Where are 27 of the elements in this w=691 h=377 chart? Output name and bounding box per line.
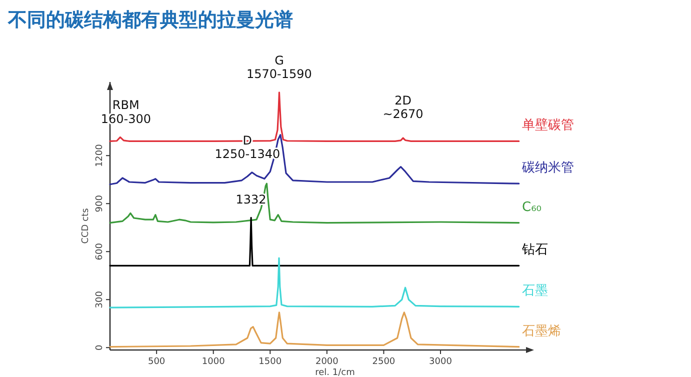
- line-series: [109, 216, 520, 266]
- y-tick-label: 600: [95, 242, 105, 260]
- series-label: 钻石: [521, 242, 548, 258]
- x-tick-label: 2500: [372, 357, 396, 367]
- line-series: [109, 134, 520, 186]
- series-label: C₆₀: [522, 200, 542, 215]
- line-series: [109, 312, 520, 348]
- x-tick-label: 3000: [429, 357, 452, 367]
- series-label: 石墨: [522, 284, 548, 299]
- chart-title: 不同的碳结构都有典型的拉曼光谱: [7, 9, 293, 31]
- annotation: G 1570-1590: [246, 53, 312, 82]
- line-series: [109, 257, 520, 308]
- series-label: 碳纳米管: [521, 160, 574, 176]
- x-tick-label: 1000: [202, 357, 226, 367]
- y-tick-label: 300: [95, 290, 105, 308]
- x-tick-label: 2000: [315, 357, 339, 367]
- series-label: 单壁碳管: [522, 118, 574, 134]
- x-tick-label: 500: [148, 357, 166, 367]
- line-series: [109, 182, 520, 224]
- y-tick-label: 900: [95, 194, 105, 212]
- annotation: 2D ~2670: [382, 93, 424, 122]
- y-axis-title: CCD cts: [81, 208, 91, 244]
- y-tick-label: 1200: [95, 144, 105, 168]
- series-label: 石墨烯: [522, 324, 561, 339]
- x-axis-title: rel. 1/cm: [315, 368, 355, 377]
- x-tick-label: 1500: [258, 357, 282, 367]
- y-tick-label: 0: [95, 344, 105, 350]
